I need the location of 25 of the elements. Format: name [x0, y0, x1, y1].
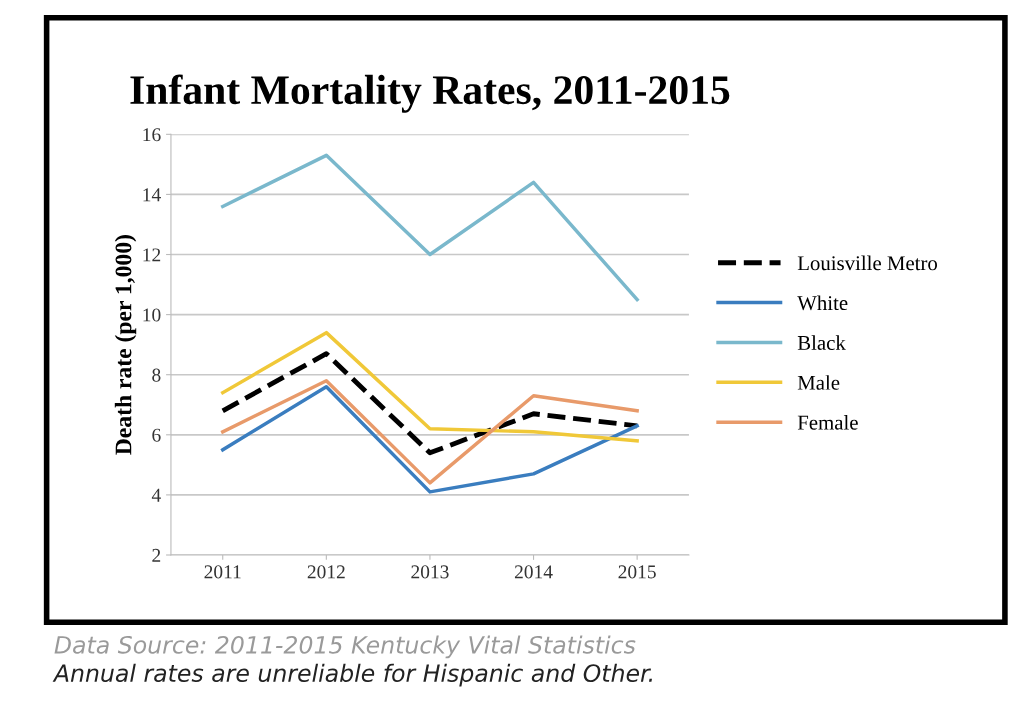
legend-label: Black — [797, 335, 846, 350]
legend-label: Female — [797, 414, 858, 430]
source-note: Data Source: 2011-2015 Kentucky Vital Statistics — [54, 635, 636, 659]
x-tick-label: 2011 — [204, 565, 241, 579]
y-tick-label: 14 — [143, 188, 161, 202]
legend-label: Male — [797, 375, 840, 390]
line-series — [221, 330, 639, 443]
x-tick-label: 2015 — [618, 565, 656, 579]
legend-label: Louisville Metro — [797, 255, 938, 271]
legend-label: White — [797, 295, 848, 311]
y-tick-label: 10 — [143, 308, 161, 322]
y-axis-title: Death rate (per 1,000) — [114, 235, 137, 455]
x-tick-label: 2012 — [307, 565, 345, 579]
y-tick-label: 6 — [152, 428, 161, 442]
y-tick-label: 2 — [152, 548, 161, 562]
y-tick-label: 4 — [151, 488, 161, 502]
chart-title: Infant Mortality Rates, 2011-2015 — [130, 74, 730, 113]
x-tick-label: 2014 — [514, 565, 553, 579]
x-tick-label: 2013 — [411, 565, 449, 579]
text: Annual rates are unreliable for Hispanic and Other. — [52, 663, 652, 687]
y-tick-label: 16 — [143, 128, 161, 142]
y-tick-label: 8 — [152, 368, 161, 382]
y-tick-label: 12 — [143, 248, 161, 262]
line-series — [221, 153, 639, 302]
line-series — [220, 351, 640, 456]
